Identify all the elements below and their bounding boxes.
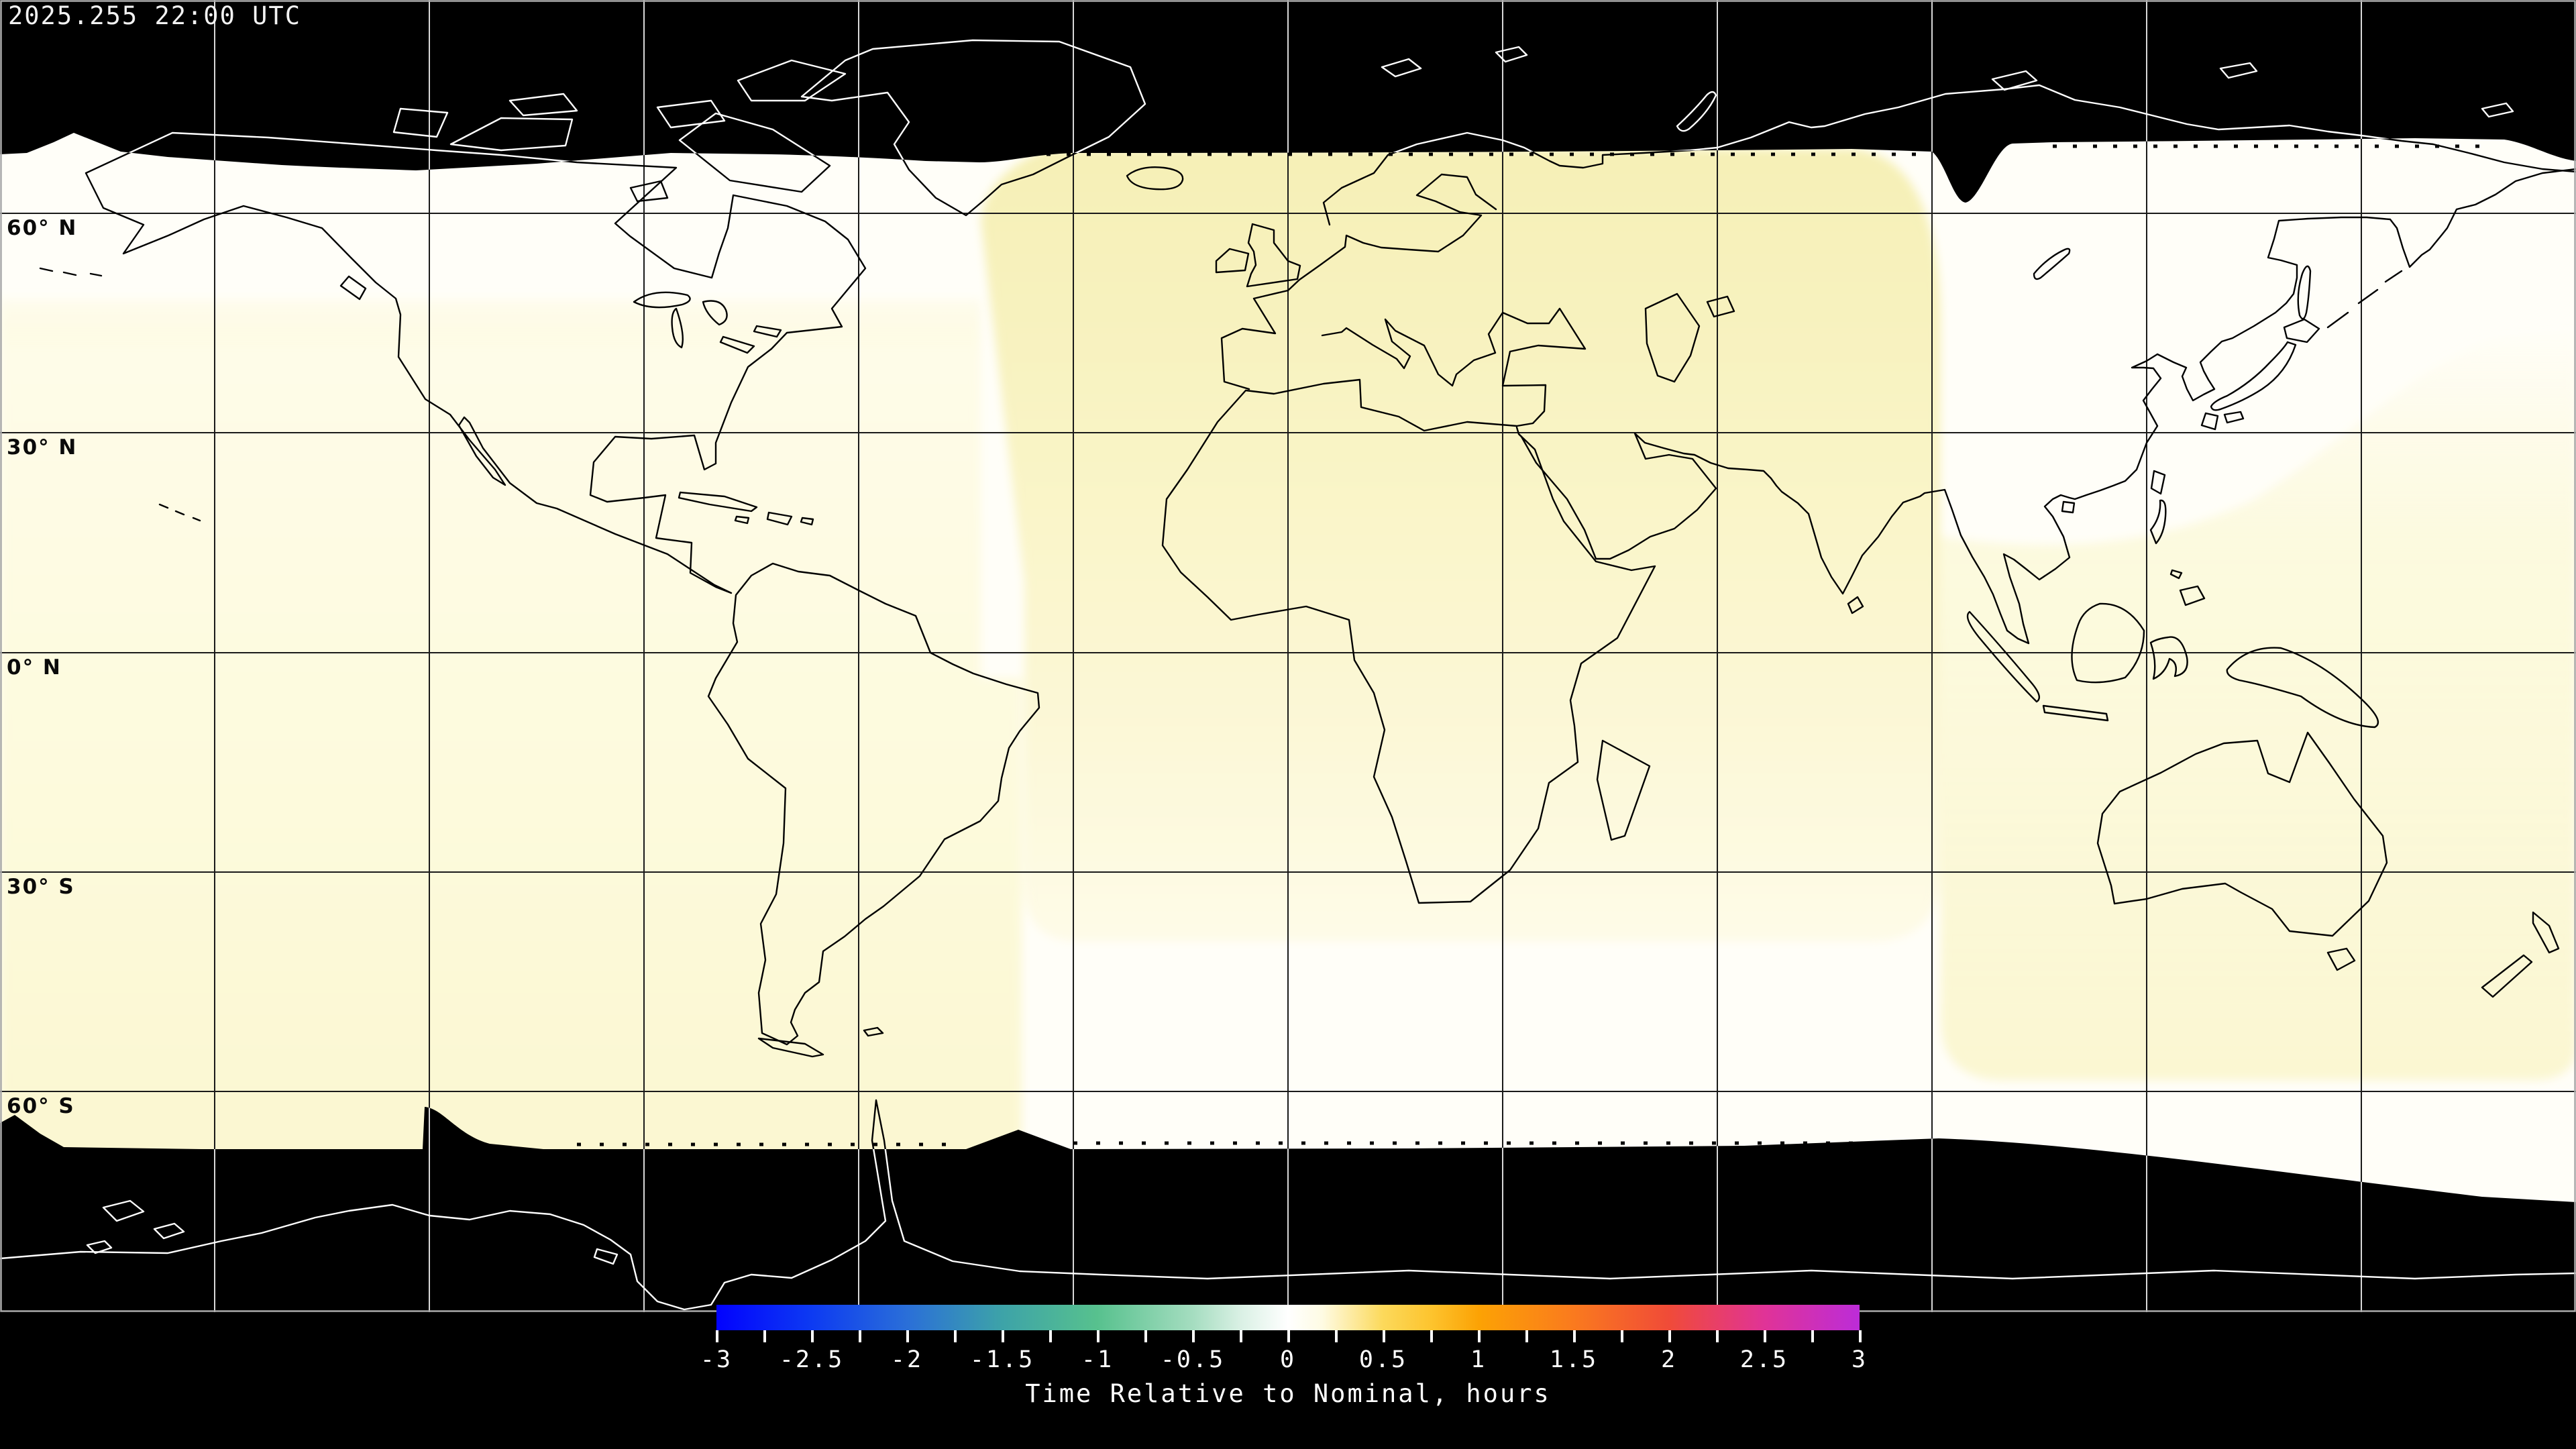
colorbar-tick-label: -2 bbox=[890, 1346, 924, 1373]
colorbar-tick bbox=[763, 1330, 766, 1342]
colorbar-tick-label: 2 bbox=[1660, 1346, 1678, 1373]
colorbar-tick bbox=[1715, 1330, 1719, 1342]
colorbar-tick-label: 1 bbox=[1470, 1346, 1487, 1373]
colorbar-tick bbox=[1239, 1330, 1242, 1342]
swath-east bbox=[1941, 330, 2576, 1080]
colorbar-tick bbox=[715, 1330, 718, 1342]
colorbar-tick bbox=[1668, 1330, 1671, 1342]
colorbar-tick bbox=[1382, 1330, 1385, 1342]
colorbar-tick bbox=[1287, 1330, 1290, 1342]
colorbar-tick bbox=[1572, 1330, 1576, 1342]
colorbar-tick-label: -3 bbox=[700, 1346, 733, 1373]
world-map bbox=[0, 0, 2576, 1312]
colorbar-tick-label: 2.5 bbox=[1739, 1346, 1789, 1373]
colorbar-tick bbox=[1334, 1330, 1338, 1342]
latitude-label: 0° N bbox=[7, 655, 62, 680]
colorbar-tick-label: 1.5 bbox=[1549, 1346, 1599, 1373]
colorbar-tick bbox=[1144, 1330, 1147, 1342]
colorbar-tick bbox=[1477, 1330, 1481, 1342]
timestamp: 2025.255 22:00 UTC bbox=[8, 1, 301, 30]
colorbar-tick bbox=[953, 1330, 957, 1342]
colorbar-tick bbox=[1049, 1330, 1052, 1342]
latitude-label: 60° N bbox=[7, 216, 78, 240]
colorbar-tick bbox=[810, 1330, 814, 1342]
colorbar-tick bbox=[1763, 1330, 1766, 1342]
latitude-label: 30° N bbox=[7, 435, 78, 460]
coverage-boundary-dashes bbox=[577, 144, 2496, 1146]
colorbar-tick bbox=[1858, 1330, 1862, 1342]
colorbar-title: Time Relative to Nominal, hours bbox=[1025, 1379, 1551, 1408]
colorbar-tick-label: -0.5 bbox=[1160, 1346, 1226, 1373]
colorbar-tick bbox=[906, 1330, 909, 1342]
latitude-label: 30° S bbox=[7, 875, 75, 899]
swath-tints bbox=[0, 149, 2576, 1181]
colorbar-tick bbox=[1430, 1330, 1433, 1342]
colorbar-tick-label: 0 bbox=[1279, 1346, 1297, 1373]
colorbar-tick bbox=[1001, 1330, 1004, 1342]
colorbar-gradient bbox=[716, 1305, 1860, 1330]
latitude-label: 60° S bbox=[7, 1094, 75, 1118]
colorbar-tick-label: -1 bbox=[1081, 1346, 1114, 1373]
colorbar-tick bbox=[1620, 1330, 1623, 1342]
graticule-black bbox=[0, 0, 2576, 1312]
colorbar-tick-label: 3 bbox=[1851, 1346, 1868, 1373]
swath-west bbox=[0, 299, 1022, 1181]
swath-central bbox=[981, 149, 1941, 941]
colorbar-tick bbox=[1096, 1330, 1099, 1342]
colorbar-tick-label: -1.5 bbox=[969, 1346, 1035, 1373]
colorbar: -3 -2.5 -2 -1.5 -1 -0.5 0 0.5 1 1.5 2 2.5 3 bbox=[700, 1305, 1866, 1373]
colorbar-tick bbox=[1811, 1330, 1814, 1342]
colorbar-tick bbox=[1525, 1330, 1528, 1342]
colorbar-tick-label: 0.5 bbox=[1358, 1346, 1408, 1373]
colorbar-tick bbox=[1191, 1330, 1195, 1342]
colorbar-tick-label: -2.5 bbox=[779, 1346, 845, 1373]
colorbar-tick bbox=[858, 1330, 861, 1342]
